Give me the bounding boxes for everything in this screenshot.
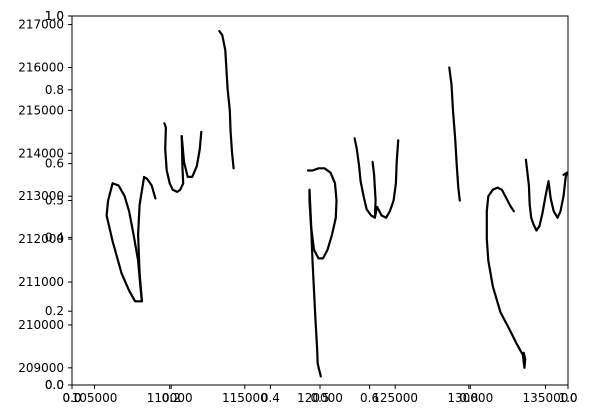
series-line-5 [218,29,235,170]
series-line-8 [353,137,377,219]
overlay1-y-tick-label: 1.0 [45,9,64,23]
overlay1-x-tick-label: 0.0 [62,391,81,405]
y-tick-label: 210000 [18,318,64,332]
x-tick-label: 110000 [147,391,193,405]
overlay1-y-tick-label: 0.6 [45,157,64,171]
y-tick-label: 212000 [18,232,64,246]
series-line-2 [137,175,157,303]
y-tick-label: 213000 [18,189,64,203]
overlay2-x-tick-label: 1.0 [558,391,577,405]
x-tick-label: 105000 [72,391,118,405]
plot-clip-group [105,29,569,378]
overlay1-y-tick-label: 0.0 [45,378,64,392]
x-tick-label: 120000 [297,391,343,405]
y-tick-label: 216000 [18,60,64,74]
series-line-9 [373,139,400,219]
plot-frame [71,15,569,386]
series-line-12 [485,210,527,369]
overlay1-y-tick-label: 0.8 [45,83,64,97]
series-line-11 [485,186,515,213]
series-line-3 [163,122,185,193]
overlay1-x-tick-label: 0.4 [261,391,280,405]
series-line-14 [547,171,569,219]
overlay1-x-tick-label: 1.0 [558,391,577,405]
x-tick-label: 135000 [523,391,569,405]
series-line-13 [524,158,550,232]
overlay2-y-tick-label: 0.5 [45,194,64,208]
overlay-ticks: 0.0 0.2 0.4 0.6 0.8 1.00.00.20.40.60.81.00.0 0… [45,9,578,405]
overlay1-x-tick-label: 0.2 [162,391,181,405]
overlay2-x-tick-label: 0.5 [310,391,329,405]
x-tick-label: 115000 [222,391,268,405]
overlay1-x-tick-label: 0.6 [360,391,379,405]
overlay1-x-tick-label: 0.8 [459,391,478,405]
overlay1-y-tick-label: 0.4 [45,230,64,244]
y-tick-label: 217000 [18,18,64,32]
y-tick-label: 215000 [18,103,64,117]
x-tick-label: 125000 [372,391,418,405]
overlay2-y-tick-label: 0.0 [45,378,64,392]
y-tick-label: 209000 [18,361,64,375]
overlay2-y-tick-label: 1.0 [45,9,64,23]
overlay2-x-tick-label: 0.0 [62,391,81,405]
x-tick-label: 130000 [447,391,493,405]
y-tick-label: 214000 [18,146,64,160]
overlay1-y-tick-label: 0.2 [45,304,64,318]
primary-ticks: 105000 110000 115000 120000 125000 130000 1350… [18,18,568,405]
series-line-7 [308,188,322,378]
series-line-4 [180,130,203,178]
series-line-10 [448,66,461,202]
y-tick-label: 211000 [18,275,64,289]
